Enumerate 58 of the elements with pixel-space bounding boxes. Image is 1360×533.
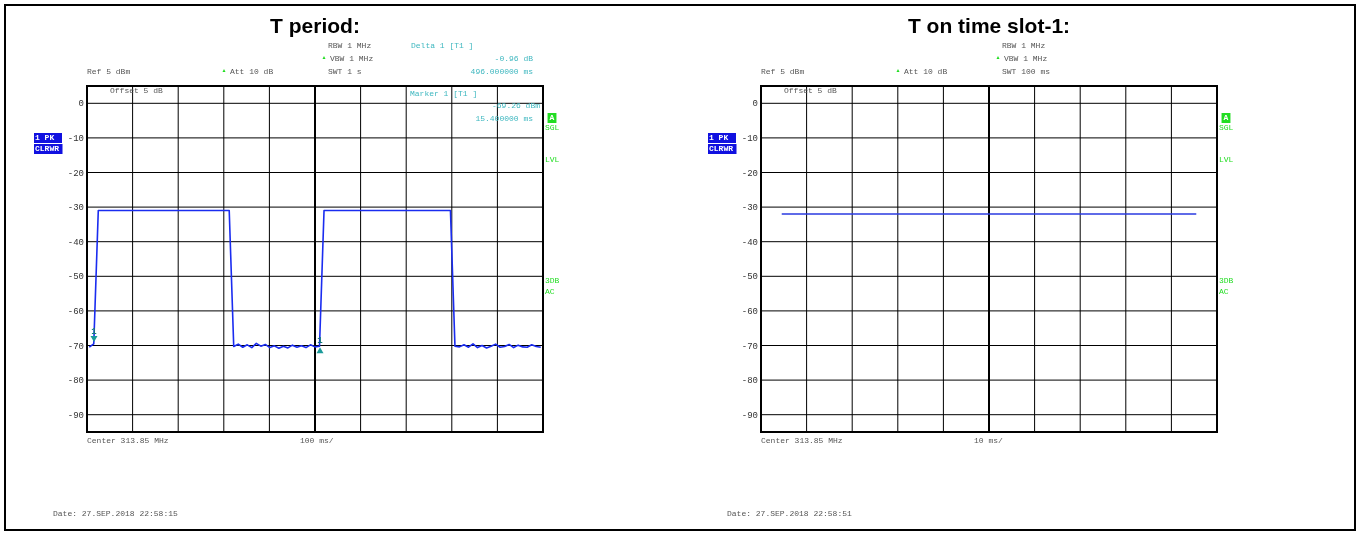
y-tick-label: -40	[67, 237, 84, 248]
text: VBW 1 MHz	[1004, 54, 1048, 63]
text: 1 PK	[35, 133, 55, 142]
text: VBW 1 MHz	[330, 54, 374, 63]
y-tick-label: -20	[67, 168, 84, 179]
y-tick-label: -40	[741, 237, 758, 248]
y-tick-label: -30	[741, 203, 758, 214]
text: AC	[1219, 287, 1229, 296]
y-tick-label: -30	[67, 203, 84, 214]
text: A	[1223, 113, 1229, 122]
y-tick-label: -80	[67, 376, 84, 387]
y-tick-label: -70	[741, 341, 758, 352]
text: Ref 5 dBm	[87, 67, 131, 76]
text: CLRWR	[35, 144, 60, 153]
text: Center 313.85 MHz	[87, 436, 169, 445]
text: SGL	[545, 123, 560, 132]
y-tick-label: -50	[67, 272, 84, 283]
y-tick-label: -90	[67, 410, 84, 421]
annotation: 1	[91, 326, 98, 337]
text: Center 313.85 MHz	[761, 436, 843, 445]
text: CLRWR	[709, 144, 734, 153]
text: RBW 1 MHz	[328, 41, 372, 50]
text: SWT 100 ms	[1002, 67, 1051, 76]
text: 496.000000 ms	[470, 67, 534, 76]
text: Att 10 dB	[904, 67, 948, 76]
y-tick-label: -60	[67, 306, 84, 317]
text: Delta 1 [T1 ]	[411, 41, 474, 50]
text: SGL	[1219, 123, 1234, 132]
annotation: 1	[317, 336, 324, 347]
y-tick-label: -90	[741, 410, 758, 421]
y-tick-label: -50	[741, 272, 758, 283]
text: 1 PK	[709, 133, 729, 142]
y-tick-label: -60	[741, 306, 758, 317]
y-tick-label: -20	[741, 168, 758, 179]
chart-title: T period:	[270, 14, 360, 37]
text: LVL	[1219, 155, 1234, 164]
text: A	[549, 113, 555, 122]
text: -0.96 dB	[494, 54, 534, 63]
text: AC	[545, 287, 555, 296]
text: 10 ms/	[974, 436, 1003, 445]
y-tick-label: -10	[741, 133, 758, 144]
text: LVL	[545, 155, 560, 164]
annotation: Marker 1 [T1 ]	[410, 89, 478, 98]
y-tick-label: 0	[752, 99, 758, 110]
text: SWT 1 s	[328, 67, 362, 76]
text: Date: 27.SEP.2018 22:58:51	[727, 509, 853, 518]
y-tick-label: -10	[67, 133, 84, 144]
text: 3DB	[545, 276, 560, 285]
text: RBW 1 MHz	[1002, 41, 1046, 50]
y-tick-label: 0	[78, 99, 84, 110]
text: Date: 27.SEP.2018 22:58:15	[53, 509, 179, 518]
chart-title: T on time slot-1:	[907, 14, 1071, 37]
y-tick-label: -80	[741, 376, 758, 387]
text: Ref 5 dBm	[761, 67, 805, 76]
text: Att 10 dB	[230, 67, 274, 76]
text: 100 ms/	[300, 436, 334, 445]
y-tick-label: -70	[67, 341, 84, 352]
text: 3DB	[1219, 276, 1234, 285]
